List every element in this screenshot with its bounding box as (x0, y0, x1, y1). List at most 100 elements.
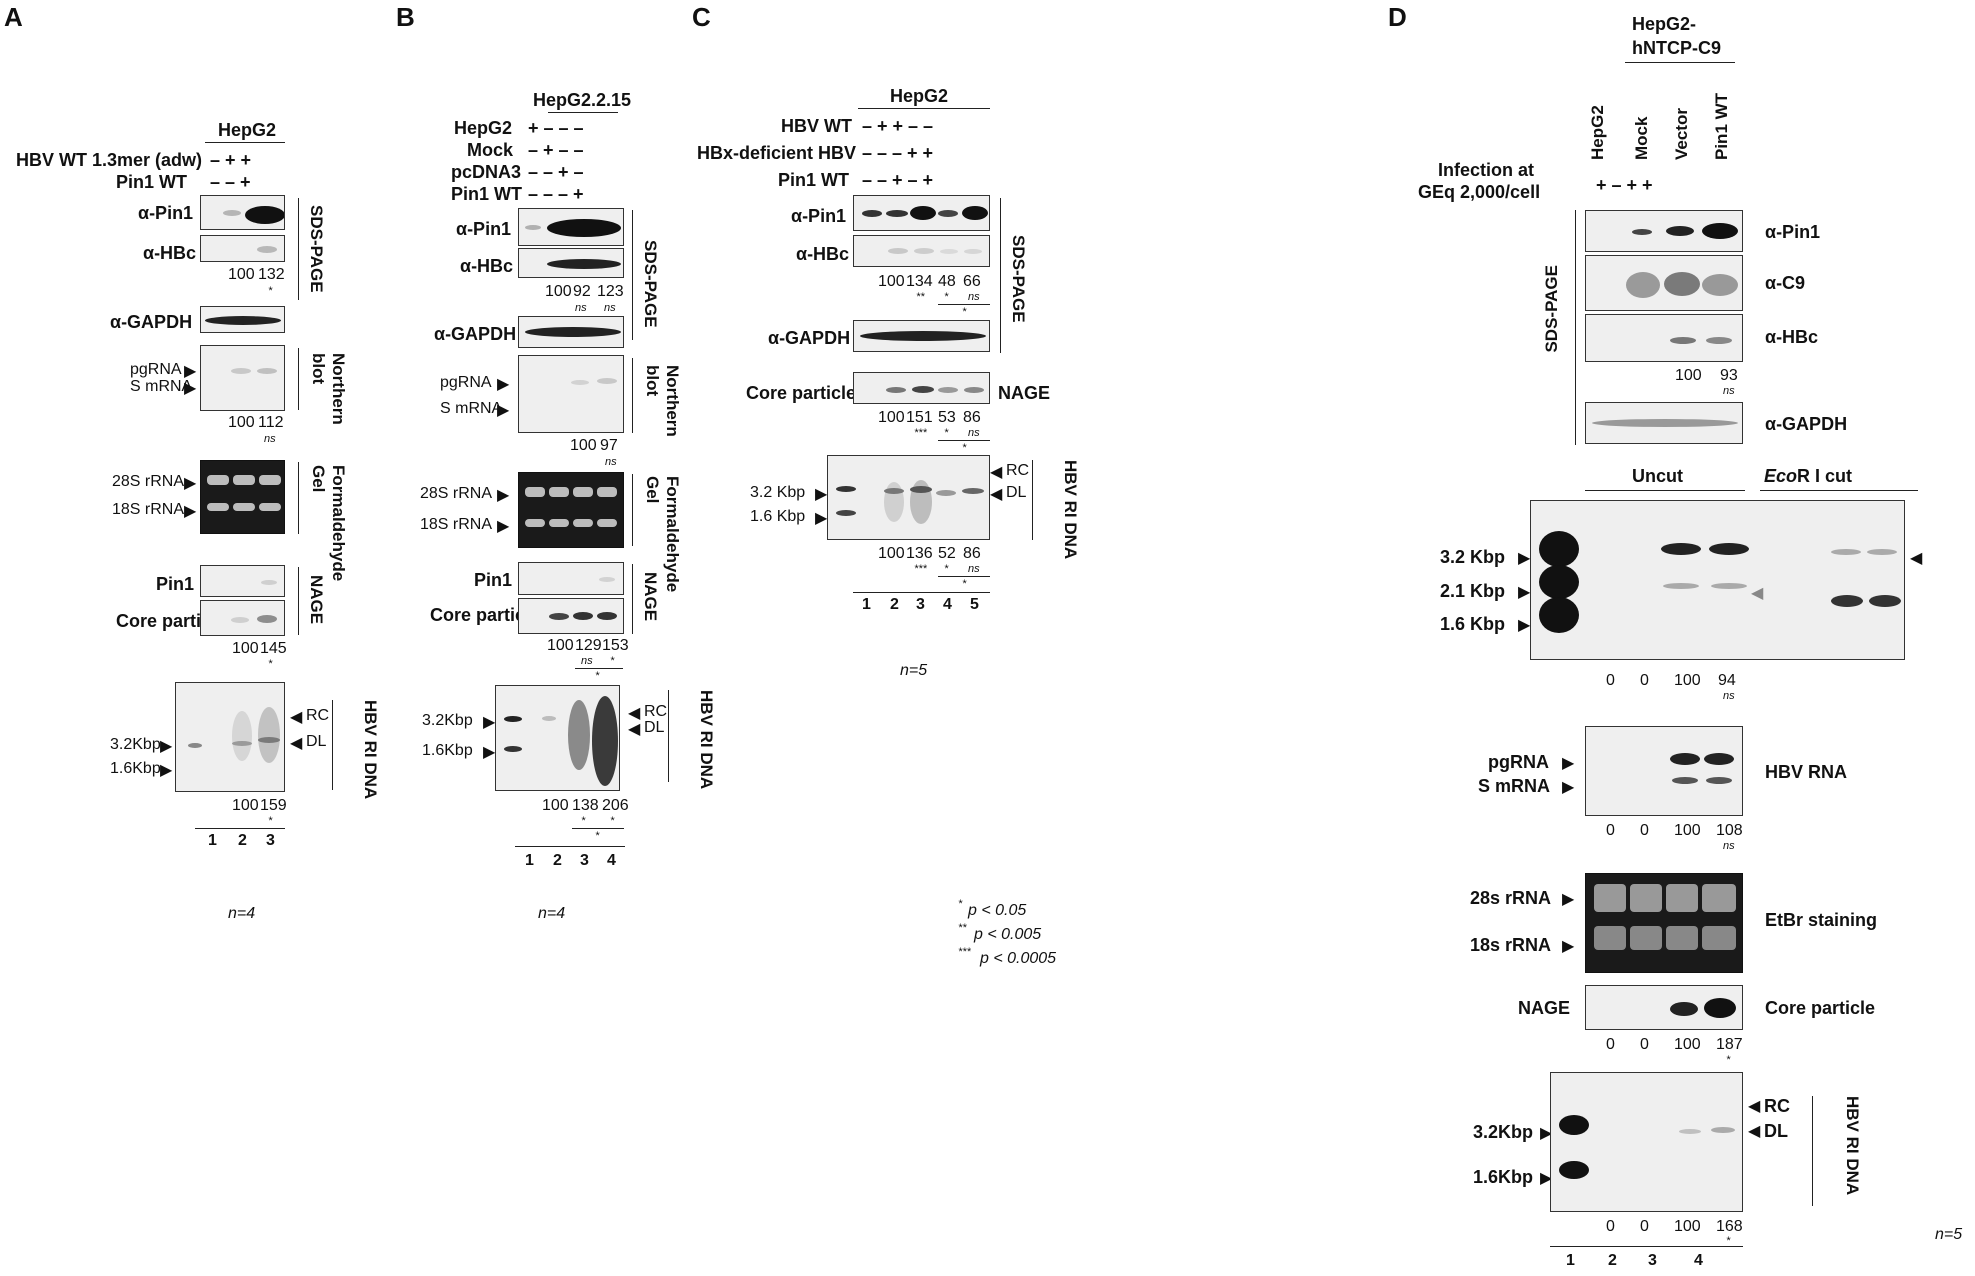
quant-value: 100 (1674, 1218, 1701, 1235)
blot-label-nage-pin1: Pin1 (474, 570, 513, 590)
section-label-sds-page: SDS-PAGE (307, 205, 326, 293)
blot-label-core-particle: Core particle (116, 611, 227, 631)
significance-ns: ns (1723, 385, 1735, 397)
section-bracket (632, 358, 633, 433)
condition-signs: – – + – + (862, 170, 934, 190)
section-label-northern: Northern blot (309, 353, 348, 425)
band-marker-dl: DL (1764, 1121, 1788, 1141)
band-marker-pgrna: pgRNA (1488, 752, 1549, 772)
blot-label-core-particle: Core particle (746, 383, 857, 403)
western-blot-pin1 (853, 195, 990, 231)
significance-ns: ns (1723, 690, 1735, 702)
quant-value: 0 (1606, 1036, 1615, 1053)
section-label-ri-dna: HBV RI DNA (1843, 1096, 1862, 1196)
column-header: Mock (1632, 116, 1651, 160)
cell-line-underline (205, 142, 285, 143)
formaldehyde-gel (518, 472, 624, 548)
size-marker-3-2kbp: 3.2Kbp (1473, 1122, 1534, 1142)
lane-number: 1 (862, 596, 871, 613)
lane-number: 3 (916, 596, 925, 613)
quant-value: 100 (570, 437, 597, 454)
condition-signs: – + + (210, 150, 252, 170)
cell-line-label: HepG2 (890, 86, 949, 106)
condition-label: Mock (467, 140, 514, 160)
lane-number: 1 (1566, 1252, 1575, 1269)
section-label-nage: NAGE (998, 383, 1051, 403)
arrowhead-icon: ▶ (160, 738, 173, 755)
significance-mark: *** (914, 427, 927, 439)
western-blot-c9 (1585, 255, 1743, 311)
band-marker-dl: DL (644, 719, 665, 736)
quant-value: 108 (1716, 822, 1743, 839)
replicate-count: n=5 (900, 662, 928, 679)
section-bracket (298, 462, 299, 534)
lane-number: 1 (208, 832, 217, 849)
size-marker-3-2kbp: 3.2Kbp (110, 736, 161, 753)
condition-signs: – – + – (528, 162, 584, 182)
quant-value: 100 (232, 797, 259, 814)
band-marker-s-mrna: S mRNA (1478, 776, 1551, 796)
section-label-ri-dna: HBV RI DNA (1061, 460, 1080, 560)
condition-label: HBV WT 1.3mer (adw) (16, 150, 203, 170)
arrowhead-icon: ▶ (497, 487, 510, 504)
significance-ns: ns (604, 302, 616, 314)
condition-signs: – + + – – (862, 116, 934, 136)
quant-value: 53 (938, 409, 956, 426)
size-marker-3-2kbp: 3.2Kbp (422, 712, 473, 729)
cell-line-label: HepG2- (1632, 14, 1697, 34)
ecor-italic: Eco (1764, 466, 1798, 486)
quant-value: 0 (1606, 822, 1615, 839)
legend-mark: *** (958, 946, 971, 958)
quant-value: 100 (228, 414, 255, 431)
section-label-sds-page: SDS-PAGE (1009, 235, 1028, 323)
blot-label-hbc: α-HBc (460, 256, 514, 276)
southern-blot-ri-dna (175, 682, 285, 792)
lane-number: 2 (890, 596, 899, 613)
quant-value: 0 (1606, 1218, 1615, 1235)
arrowhead-icon: ▶ (497, 518, 510, 535)
southern-label-uncut: Uncut (1632, 466, 1683, 486)
band-marker-18s: 18s rRNA (1470, 935, 1552, 955)
blot-label-pin1: α-Pin1 (456, 219, 512, 239)
arrowhead-icon: ▶ (160, 762, 173, 779)
blot-label-pin1: α-Pin1 (791, 206, 847, 226)
arrowhead-icon: ▶ (1540, 1170, 1553, 1187)
nage-blot-core-particle (518, 598, 624, 634)
band-marker-dl: DL (306, 733, 327, 750)
quant-value: 92 (573, 283, 591, 300)
ecor-rest: R I cut (1797, 466, 1853, 486)
replicate-count: n=4 (538, 905, 566, 922)
section-bracket (298, 198, 299, 300)
blot-label-c9: α-C9 (1765, 273, 1806, 293)
lane-number: 4 (943, 596, 952, 613)
quant-value: 100 (542, 797, 569, 814)
western-blot-hbc (200, 235, 285, 262)
column-header: HepG2 (1588, 105, 1607, 160)
arrowhead-icon: ▶ (1562, 938, 1575, 955)
western-blot-gapdh (1585, 402, 1743, 444)
lane-number: 2 (238, 832, 247, 849)
blot-label-gapdh: α-GAPDH (1765, 414, 1848, 434)
replicate-count: n=5 (1935, 1226, 1963, 1243)
comparison-line (575, 668, 623, 669)
arrowhead-icon: ▶ (1562, 891, 1575, 908)
nage-blot-core-particle (1585, 985, 1743, 1030)
arrowhead-left-icon: ◀ (628, 721, 641, 738)
replicate-count: n=4 (228, 905, 256, 922)
arrowhead-left-icon: ◀ (290, 735, 303, 752)
lane-number: 2 (1608, 1252, 1617, 1269)
lane-number: 1 (525, 852, 534, 869)
condition-signs: – – – + (528, 184, 584, 204)
section-label-ri-dna: HBV RI DNA (697, 690, 716, 790)
western-blot-hbc (853, 235, 990, 267)
blot-label-hbc: α-HBc (143, 243, 197, 263)
quant-value: 0 (1640, 1036, 1649, 1053)
column-header: Pin1 WT (1712, 92, 1731, 160)
significance-mark: * (595, 830, 600, 842)
arrowhead-left-icon: ◀ (990, 464, 1003, 481)
lane-number: 5 (970, 596, 979, 613)
quant-value: 129 (575, 637, 602, 654)
quant-value: 100 (232, 640, 259, 657)
band-marker-18s: 18S rRNA (112, 501, 185, 518)
size-marker-2-1kbp: 2.1 Kbp (1440, 581, 1506, 601)
